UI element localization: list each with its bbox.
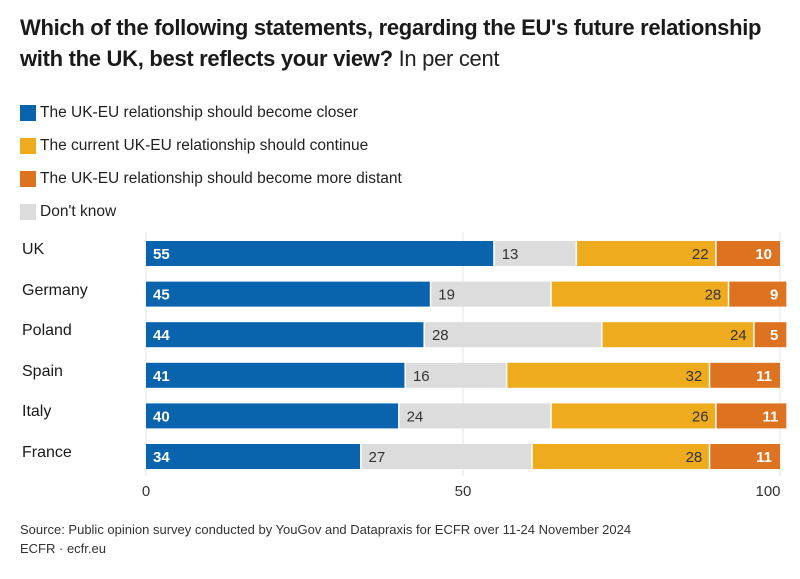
- bar-segment-dontknow: [405, 362, 506, 388]
- data-label-dontknow: 27: [369, 449, 386, 466]
- bar-segment-continue: [507, 362, 709, 388]
- bar-segment-closer: [146, 362, 405, 388]
- chart-title: Which of the following statements, regar…: [20, 12, 780, 74]
- legend-item-distant: The UK-EU relationship should become mor…: [20, 162, 402, 195]
- bar-segment-distant: [716, 241, 780, 266]
- data-label-continue: 24: [730, 327, 747, 344]
- chart-title-unit: In per cent: [398, 46, 500, 71]
- bar-row-italy: 40 24 26 11: [146, 403, 787, 429]
- data-label-closer: 34: [153, 449, 170, 466]
- bar-segment-continue: [577, 241, 716, 266]
- legend: The UK-EU relationship should become clo…: [20, 96, 402, 228]
- bar-segment-distant: [729, 281, 787, 307]
- bar-row-poland: 44 28 24 5: [146, 322, 787, 348]
- bar-segment-dontknow: [399, 403, 551, 429]
- source-credit: ECFR · ecfr.eu: [20, 541, 106, 556]
- legend-swatch-dontknow: [20, 203, 36, 220]
- legend-item-closer: The UK-EU relationship should become clo…: [20, 96, 402, 129]
- legend-label-distant: The UK-EU relationship should become mor…: [40, 169, 402, 187]
- data-label-continue: 28: [705, 287, 722, 304]
- category-label: Germany: [22, 281, 88, 299]
- legend-label-dontknow: Don't know: [40, 202, 117, 220]
- bar-segment-distant: [716, 403, 787, 429]
- bar-segment-distant: [710, 362, 780, 388]
- data-label-dontknow: 16: [413, 368, 430, 385]
- bar-segment-continue: [532, 444, 709, 469]
- x-tick-50: 50: [454, 483, 472, 500]
- bar-segment-closer: [146, 281, 430, 307]
- bar-segment-distant: [754, 322, 787, 348]
- data-label-dontknow: 13: [502, 246, 519, 263]
- bar-row-france: 34 27 28 11: [146, 444, 780, 469]
- legend-label-continue: The current UK-EU relationship should co…: [40, 136, 369, 154]
- bar-segment-closer: [146, 403, 399, 429]
- legend-item-continue: The current UK-EU relationship should co…: [20, 129, 402, 162]
- category-label: Italy: [22, 403, 52, 421]
- data-label-dontknow: 24: [407, 408, 424, 425]
- legend-swatch-distant: [20, 170, 36, 187]
- data-label-dontknow: 28: [432, 327, 449, 344]
- data-label-closer: 40: [153, 408, 170, 425]
- bar-segment-dontknow: [494, 241, 576, 266]
- data-label-continue: 22: [692, 246, 709, 263]
- data-label-distant: 5: [770, 327, 778, 344]
- bar-segment-closer: [146, 322, 424, 348]
- data-label-closer: 55: [153, 246, 170, 263]
- data-label-distant: 9: [770, 287, 778, 304]
- data-label-continue: 32: [686, 368, 703, 385]
- legend-swatch-closer: [20, 104, 36, 121]
- data-label-continue: 26: [692, 408, 709, 425]
- bar-segment-continue: [602, 322, 754, 348]
- source-note: Source: Public opinion survey conducted …: [20, 520, 631, 558]
- data-label-distant: 11: [756, 449, 772, 466]
- category-label: Spain: [22, 362, 63, 380]
- data-label-closer: 45: [153, 287, 170, 304]
- data-label-dontknow: 19: [438, 287, 455, 304]
- bar-segment-continue: [551, 403, 716, 429]
- x-tick-0: 0: [141, 483, 151, 500]
- category-label: UK: [22, 241, 45, 258]
- bar-segment-closer: [146, 241, 494, 266]
- bar-segment-dontknow: [361, 444, 532, 469]
- category-label: France: [22, 444, 72, 461]
- source-text: Source: Public opinion survey conducted …: [20, 522, 632, 537]
- data-label-continue: 28: [686, 449, 703, 466]
- data-label-closer: 44: [153, 327, 170, 344]
- bar-segment-continue: [551, 281, 728, 307]
- bar-row-germany: 45 19 28 9: [146, 281, 787, 307]
- legend-label-closer: The UK-EU relationship should become clo…: [40, 103, 358, 121]
- bar-segment-distant: [710, 444, 780, 469]
- bar-segment-closer: [146, 444, 361, 469]
- x-tick-100: 100: [755, 483, 781, 500]
- category-label: Poland: [22, 322, 72, 340]
- bar-segment-dontknow: [424, 322, 601, 348]
- bar-row-spain: 41 16 32 11: [146, 362, 780, 388]
- data-label-distant: 11: [756, 368, 772, 385]
- data-label-closer: 41: [153, 368, 170, 385]
- legend-swatch-continue: [20, 137, 36, 154]
- legend-item-dontknow: Don't know: [20, 195, 402, 228]
- chart-title-main: Which of the following statements, regar…: [20, 15, 762, 71]
- data-label-distant: 10: [755, 246, 772, 263]
- bar-row-uk: 55 13 22 10: [146, 241, 780, 266]
- data-label-distant: 11: [762, 408, 778, 425]
- bar-segment-dontknow: [431, 281, 551, 307]
